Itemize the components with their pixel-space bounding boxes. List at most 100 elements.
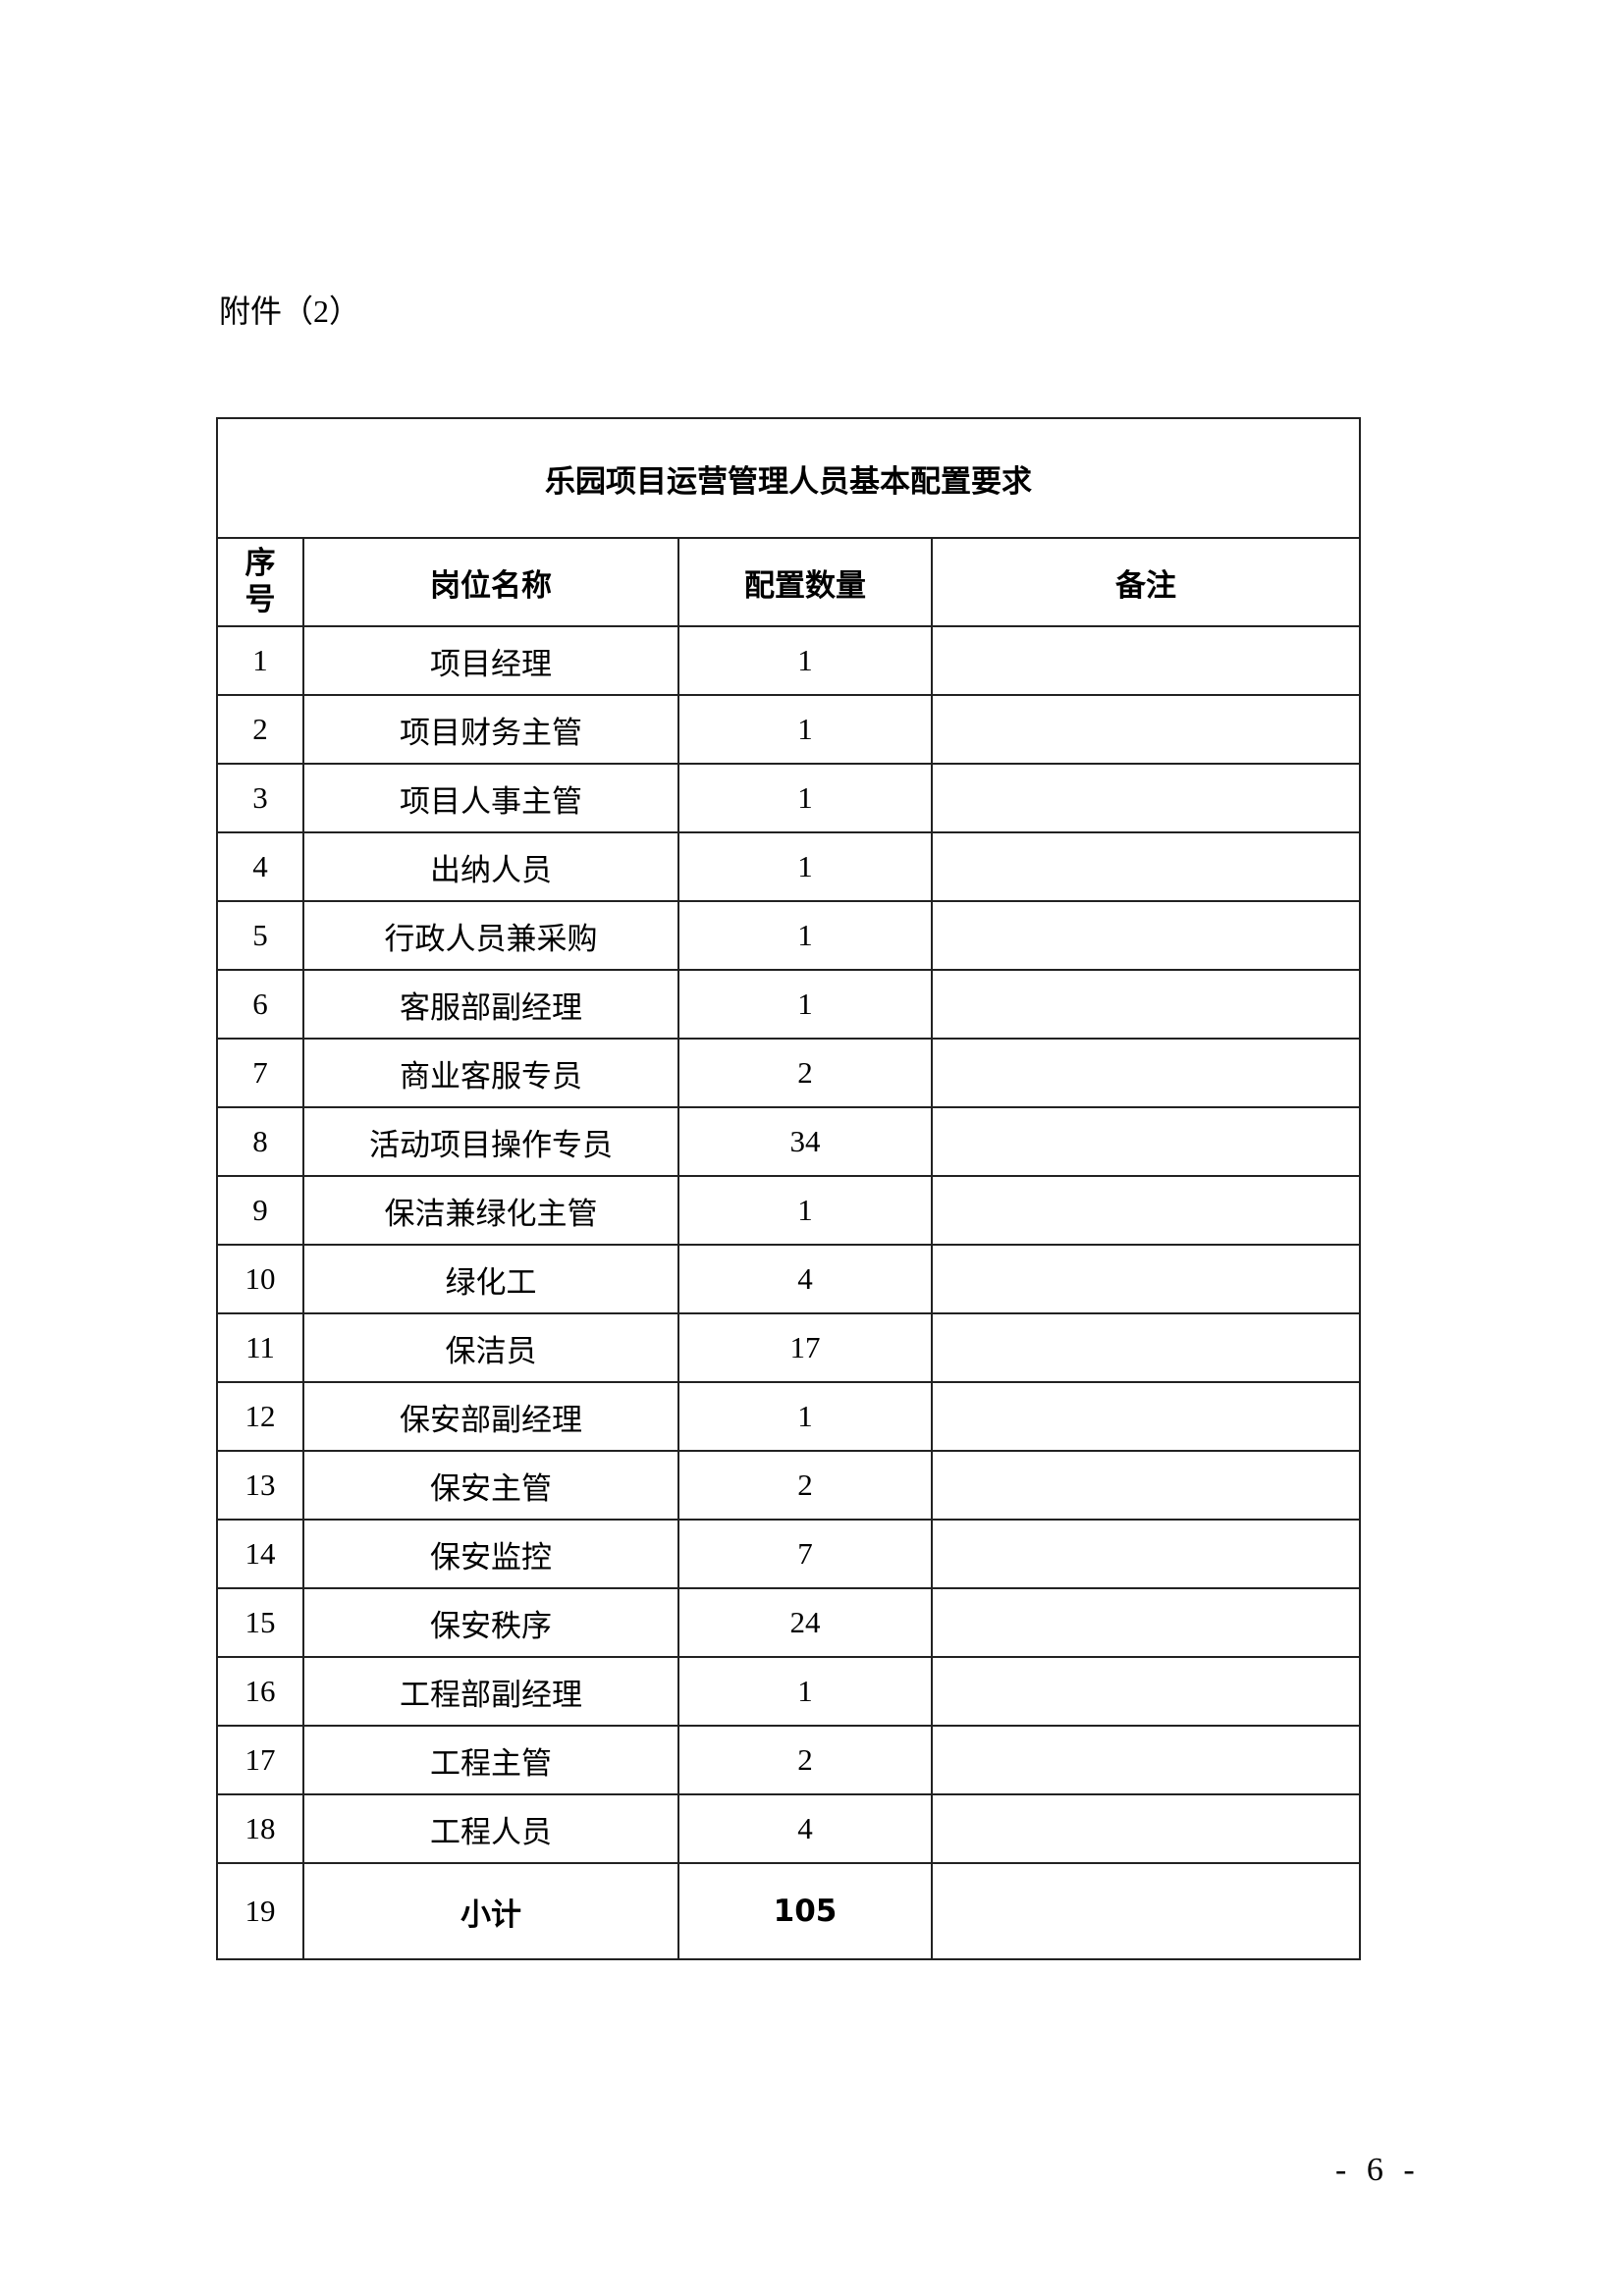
table-title: 乐园项目运营管理人员基本配置要求 xyxy=(216,417,1361,539)
cell-position: 保安秩序 xyxy=(302,1587,679,1658)
total-row: 19 小计 105 xyxy=(216,1862,1361,1960)
cell-position: 工程部副经理 xyxy=(302,1656,679,1727)
cell-remark xyxy=(931,1175,1361,1246)
cell-position: 项目人事主管 xyxy=(302,763,679,833)
cell-remark xyxy=(931,1450,1361,1521)
cell-count: 7 xyxy=(677,1519,933,1589)
cell-count: 4 xyxy=(677,1244,933,1314)
cell-remark xyxy=(931,1312,1361,1383)
table-row: 6 客服部副经理 1 xyxy=(216,969,1361,1040)
table-row: 16 工程部副经理 1 xyxy=(216,1656,1361,1727)
cell-count: 1 xyxy=(677,1656,933,1727)
cell-no: 13 xyxy=(216,1450,304,1521)
table-row: 1 项目经理 1 xyxy=(216,625,1361,696)
cell-count: 34 xyxy=(677,1106,933,1177)
cell-position: 客服部副经理 xyxy=(302,969,679,1040)
header-count: 配置数量 xyxy=(677,537,933,627)
cell-position: 行政人员兼采购 xyxy=(302,900,679,971)
attachment-label: 附件（2） xyxy=(219,294,361,329)
header-row: 序号 岗位名称 配置数量 备注 xyxy=(216,537,1361,627)
cell-position: 活动项目操作专员 xyxy=(302,1106,679,1177)
table-row: 5 行政人员兼采购 1 xyxy=(216,900,1361,971)
cell-remark xyxy=(931,969,1361,1040)
cell-remark xyxy=(931,1519,1361,1589)
cell-no: 8 xyxy=(216,1106,304,1177)
cell-no: 7 xyxy=(216,1038,304,1108)
cell-count: 1 xyxy=(677,900,933,971)
cell-remark xyxy=(931,1587,1361,1658)
table-row: 11 保洁员 17 xyxy=(216,1312,1361,1383)
table-row: 7 商业客服专员 2 xyxy=(216,1038,1361,1108)
total-position: 小计 xyxy=(302,1862,679,1960)
cell-remark xyxy=(931,694,1361,765)
cell-no: 3 xyxy=(216,763,304,833)
cell-position: 项目经理 xyxy=(302,625,679,696)
cell-remark xyxy=(931,1656,1361,1727)
staffing-table: 乐园项目运营管理人员基本配置要求 序号 岗位名称 配置数量 备注 1 项目经理 1 2… xyxy=(216,417,1361,1960)
table-row: 3 项目人事主管 1 xyxy=(216,763,1361,833)
cell-remark xyxy=(931,831,1361,902)
cell-no: 6 xyxy=(216,969,304,1040)
cell-no: 5 xyxy=(216,900,304,971)
cell-remark xyxy=(931,900,1361,971)
cell-position: 工程主管 xyxy=(302,1725,679,1795)
table-row: 12 保安部副经理 1 xyxy=(216,1381,1361,1452)
cell-no: 18 xyxy=(216,1793,304,1864)
total-remark xyxy=(931,1862,1361,1960)
table-row: 14 保安监控 7 xyxy=(216,1519,1361,1589)
cell-no: 16 xyxy=(216,1656,304,1727)
header-remark: 备注 xyxy=(931,537,1361,627)
cell-position: 工程人员 xyxy=(302,1793,679,1864)
cell-remark xyxy=(931,1038,1361,1108)
cell-position: 项目财务主管 xyxy=(302,694,679,765)
cell-count: 2 xyxy=(677,1038,933,1108)
total-no: 19 xyxy=(216,1862,304,1960)
table-row: 4 出纳人员 1 xyxy=(216,831,1361,902)
cell-no: 1 xyxy=(216,625,304,696)
table-row: 13 保安主管 2 xyxy=(216,1450,1361,1521)
cell-position: 保安监控 xyxy=(302,1519,679,1589)
cell-remark xyxy=(931,625,1361,696)
cell-remark xyxy=(931,1725,1361,1795)
cell-count: 1 xyxy=(677,969,933,1040)
cell-remark xyxy=(931,1381,1361,1452)
cell-remark xyxy=(931,1793,1361,1864)
cell-position: 商业客服专员 xyxy=(302,1038,679,1108)
table-row: 17 工程主管 2 xyxy=(216,1725,1361,1795)
cell-position: 出纳人员 xyxy=(302,831,679,902)
cell-no: 17 xyxy=(216,1725,304,1795)
cell-position: 保安部副经理 xyxy=(302,1381,679,1452)
cell-remark xyxy=(931,1106,1361,1177)
cell-count: 17 xyxy=(677,1312,933,1383)
cell-count: 1 xyxy=(677,1381,933,1452)
cell-position: 保洁兼绿化主管 xyxy=(302,1175,679,1246)
table-row: 2 项目财务主管 1 xyxy=(216,694,1361,765)
cell-no: 10 xyxy=(216,1244,304,1314)
cell-no: 9 xyxy=(216,1175,304,1246)
page-number: - 6 - xyxy=(1335,2152,1421,2188)
cell-count: 2 xyxy=(677,1450,933,1521)
cell-position: 绿化工 xyxy=(302,1244,679,1314)
cell-no: 12 xyxy=(216,1381,304,1452)
table-row: 15 保安秩序 24 xyxy=(216,1587,1361,1658)
cell-no: 2 xyxy=(216,694,304,765)
table-row: 9 保洁兼绿化主管 1 xyxy=(216,1175,1361,1246)
table-row: 10 绿化工 4 xyxy=(216,1244,1361,1314)
total-count: 105 xyxy=(677,1862,933,1960)
cell-count: 1 xyxy=(677,1175,933,1246)
cell-count: 1 xyxy=(677,763,933,833)
cell-no: 4 xyxy=(216,831,304,902)
cell-count: 1 xyxy=(677,625,933,696)
cell-count: 24 xyxy=(677,1587,933,1658)
table-row: 18 工程人员 4 xyxy=(216,1793,1361,1864)
cell-remark xyxy=(931,763,1361,833)
cell-no: 14 xyxy=(216,1519,304,1589)
cell-no: 11 xyxy=(216,1312,304,1383)
cell-position: 保安主管 xyxy=(302,1450,679,1521)
cell-position: 保洁员 xyxy=(302,1312,679,1383)
header-no: 序号 xyxy=(216,537,304,627)
cell-count: 2 xyxy=(677,1725,933,1795)
cell-count: 4 xyxy=(677,1793,933,1864)
header-position: 岗位名称 xyxy=(302,537,679,627)
cell-no: 15 xyxy=(216,1587,304,1658)
